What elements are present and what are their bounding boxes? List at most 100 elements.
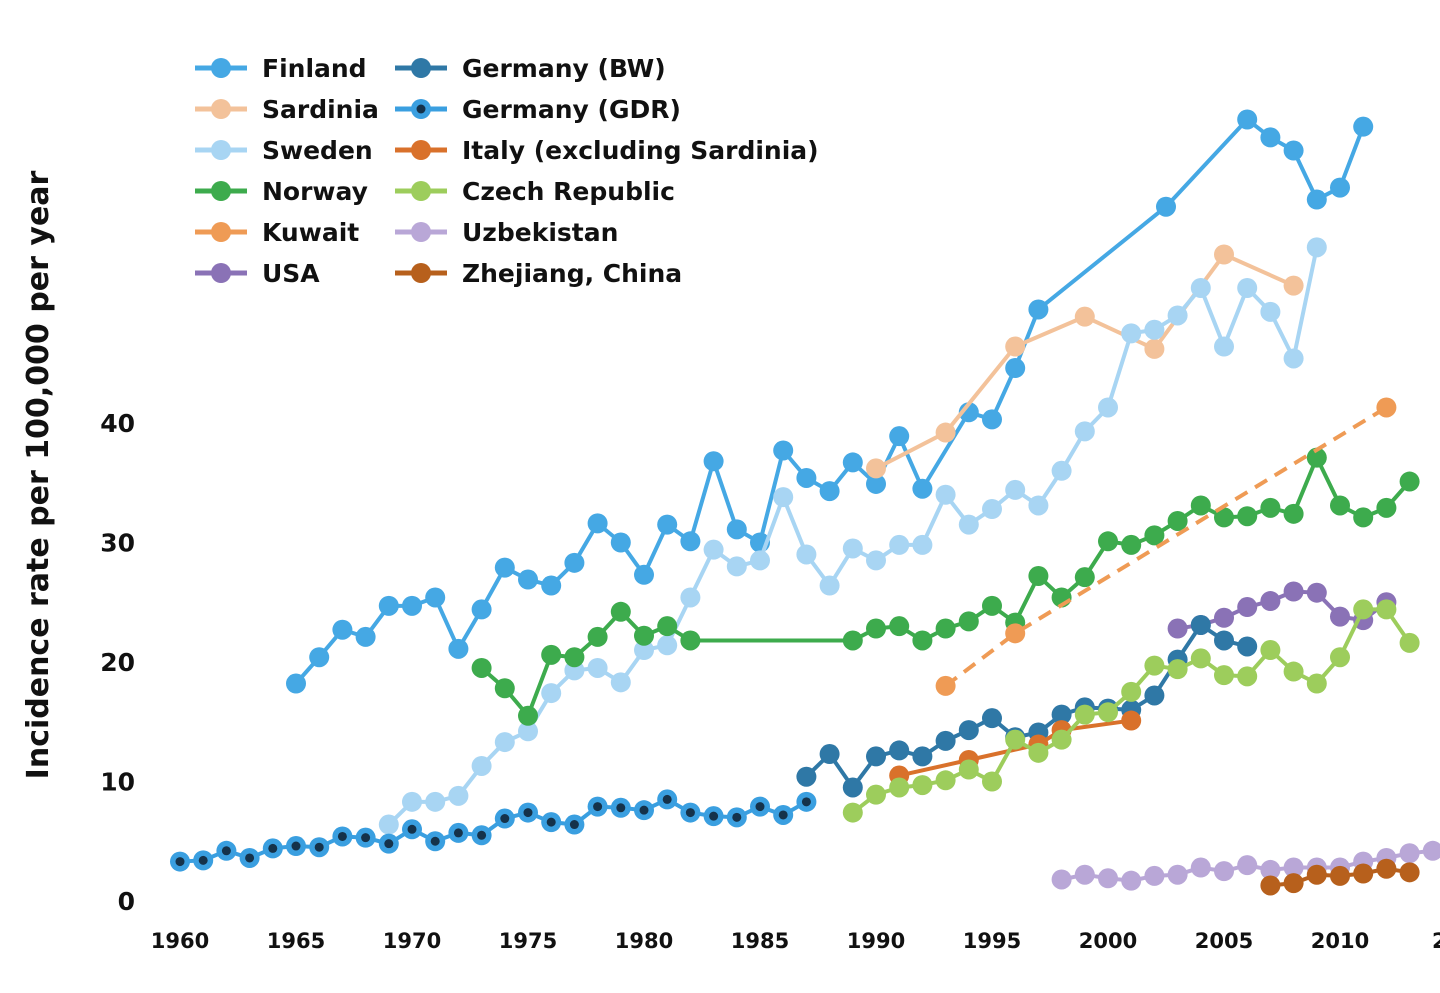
- data-point-center: [407, 824, 417, 834]
- data-point: [1005, 623, 1026, 644]
- y-tick-label: 10: [100, 768, 135, 797]
- legend-item: Uzbekistan: [395, 218, 618, 247]
- data-point: [1074, 567, 1095, 588]
- data-point-center: [662, 794, 672, 804]
- data-point: [1190, 857, 1211, 878]
- data-point: [958, 759, 979, 780]
- y-tick-label: 0: [118, 887, 135, 916]
- data-point: [1306, 864, 1327, 885]
- legend-item: Germany (GDR): [395, 95, 681, 124]
- data-point: [634, 640, 654, 661]
- data-point: [750, 550, 770, 571]
- data-point: [402, 791, 422, 812]
- data-point: [1237, 506, 1258, 527]
- data-point: [1028, 742, 1049, 763]
- data-point-center: [546, 817, 556, 827]
- data-point: [425, 587, 446, 608]
- data-point: [819, 744, 840, 765]
- data-point: [1260, 859, 1281, 880]
- data-point: [541, 575, 562, 596]
- data-point-center: [593, 802, 603, 812]
- data-point: [1167, 659, 1188, 680]
- x-tick-label: 1980: [615, 929, 673, 953]
- data-point: [471, 755, 492, 776]
- y-tick-label: 40: [100, 409, 135, 438]
- legend-marker: [211, 99, 231, 119]
- legend-label: Germany (BW): [462, 54, 666, 83]
- x-tick-label: 1965: [267, 929, 325, 953]
- legend-marker: [411, 140, 431, 160]
- legend-label: Zhejiang, China: [462, 259, 682, 288]
- data-point: [1214, 861, 1234, 882]
- data-point: [448, 785, 469, 806]
- data-point: [1121, 323, 1142, 344]
- data-point: [1098, 702, 1118, 723]
- data-point: [680, 531, 701, 552]
- legend-item: Zhejiang, China: [395, 259, 682, 288]
- data-point-center: [709, 811, 719, 821]
- data-point: [1190, 648, 1211, 669]
- data-point: [935, 618, 956, 639]
- data-point: [819, 575, 840, 596]
- data-point: [518, 569, 538, 590]
- data-point-center: [198, 855, 208, 865]
- legend-item: Norway: [195, 177, 368, 206]
- legend-marker: [211, 222, 231, 242]
- data-point: [309, 647, 330, 668]
- data-point: [1005, 479, 1026, 500]
- data-point: [982, 409, 1002, 430]
- data-point-center: [430, 836, 440, 846]
- legend-marker-center: [416, 104, 426, 114]
- data-point: [1121, 870, 1142, 891]
- data-point: [773, 487, 794, 508]
- data-point: [703, 539, 724, 560]
- data-point-center: [685, 808, 695, 818]
- data-point: [912, 746, 933, 767]
- series-line: [179, 797, 808, 864]
- data-point: [1214, 244, 1234, 265]
- data-point: [634, 625, 654, 646]
- x-tick-label: 1985: [731, 929, 789, 953]
- data-point: [1074, 864, 1095, 885]
- data-point: [1051, 704, 1072, 725]
- data-point-center: [384, 839, 394, 849]
- x-tick-label: 2000: [1079, 929, 1137, 953]
- data-point: [958, 720, 979, 741]
- data-point: [1098, 531, 1118, 552]
- data-point: [842, 452, 863, 473]
- data-point: [1167, 618, 1188, 639]
- data-point: [1330, 865, 1350, 886]
- data-point: [471, 657, 492, 678]
- data-point: [1283, 661, 1304, 682]
- data-point: [1399, 843, 1420, 864]
- data-point: [1074, 306, 1095, 327]
- data-point: [1353, 599, 1374, 620]
- data-point: [866, 458, 886, 479]
- data-point-center: [314, 842, 324, 852]
- data-point-center: [221, 846, 231, 856]
- data-point: [1121, 681, 1142, 702]
- data-point: [425, 791, 446, 812]
- data-point: [657, 635, 678, 656]
- legend-item: Italy (excluding Sardinia): [395, 136, 819, 165]
- data-point: [610, 672, 631, 693]
- x-tick-label: 1975: [499, 929, 557, 953]
- series-norway: [471, 447, 1420, 726]
- data-point: [1144, 319, 1165, 340]
- x-tick-label: 2010: [1311, 929, 1369, 953]
- x-tick-label: 1970: [383, 929, 441, 953]
- data-point: [587, 513, 608, 534]
- data-point: [1306, 673, 1327, 694]
- y-axis-label: Incidence rate per 100,000 per year: [21, 170, 56, 779]
- data-point: [1237, 109, 1258, 130]
- data-point: [587, 626, 608, 647]
- data-point: [1399, 632, 1420, 653]
- data-point: [610, 532, 631, 553]
- series-finland: [286, 109, 1374, 694]
- data-point-center: [337, 831, 347, 841]
- data-point: [1237, 277, 1258, 298]
- data-point: [1330, 606, 1350, 627]
- x-tick-label: 2005: [1195, 929, 1253, 953]
- legend-label: Germany (GDR): [462, 95, 681, 124]
- data-point: [378, 814, 399, 835]
